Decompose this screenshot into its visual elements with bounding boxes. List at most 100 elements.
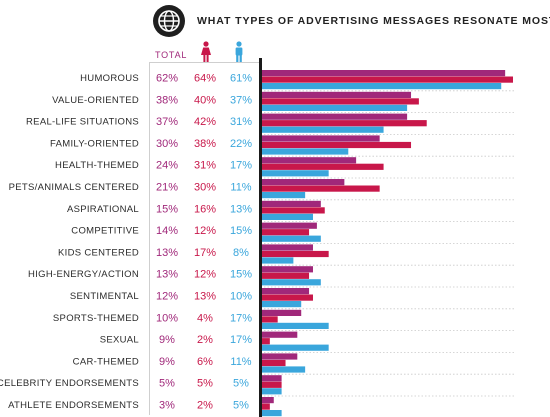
female-bar [262,338,270,345]
female-bar [262,120,427,127]
total-bar [262,353,298,360]
male-value-label: 22% [230,138,252,150]
male-value-label: 5% [233,400,249,412]
female-value-label: 31% [194,160,216,172]
total-value-label: 38% [156,94,178,106]
female-value-label: 2% [197,400,213,412]
female-value-label: 12% [194,269,216,281]
male-bar [262,366,306,373]
category-label: ATHLETE ENDORSEMENTS [8,400,139,411]
category-label: VALUE-ORIENTED [52,95,139,106]
category-label: SEXUAL [100,335,139,346]
male-value-label: 11% [230,356,251,368]
male-value-label: 31% [230,116,252,128]
category-label: SPORTS-THEMED [53,313,139,324]
total-bar [262,288,310,295]
female-value-label: 42% [194,116,216,128]
total-bar [262,179,345,186]
male-value-label: 61% [230,73,252,85]
chart-header: WHAT TYPES OF ADVERTISING MESSAGES RESON… [152,4,550,38]
total-value-label: 13% [156,269,178,281]
male-bar [262,344,329,351]
globe-icon [153,5,185,37]
total-value-label: 24% [156,160,178,172]
male-bar [262,235,321,242]
total-bar [262,113,408,120]
category-label: SENTIMENTAL [70,291,139,302]
female-value-label: 64% [194,73,216,85]
total-value-label: 9% [159,334,175,346]
female-value-label: 4% [197,312,213,324]
total-value-label: 15% [156,203,178,215]
female-bar [262,229,310,236]
male-bar [262,170,329,177]
male-bar [262,148,349,155]
female-bar [262,250,329,258]
male-bar [262,322,329,329]
total-bar [262,397,274,404]
column-header-total: TOTAL [155,50,188,60]
female-value-label: 16% [194,203,216,215]
male-value-label: 5% [233,378,249,390]
male-value-label: 37% [230,94,252,106]
male-bar [262,104,408,111]
total-value-label: 10% [156,312,178,324]
female-value-label: 2% [197,334,213,346]
male-bar [262,257,294,264]
female-bar [262,76,513,83]
category-label: FAMILY-ORIENTED [50,138,139,149]
female-bar [262,141,412,149]
baseline-rule [259,58,262,417]
total-bar [262,157,357,164]
female-bar [262,98,419,105]
male-value-label: 10% [230,291,252,303]
female-icon [201,41,211,62]
male-bar [262,83,502,90]
category-label: PETS/ANIMALS CENTERED [9,182,139,193]
male-value-label: 17% [230,334,252,346]
male-icon [235,41,243,62]
female-bar [262,403,270,410]
male-value-label: 17% [230,312,252,324]
female-bar [262,163,384,170]
total-value-label: 62% [156,73,178,85]
total-bar [262,91,412,98]
total-value-label: 30% [156,138,178,150]
total-value-label: 5% [159,378,175,390]
total-bar [262,266,313,273]
category-label: ASPIRATIONAL [67,204,139,215]
male-bar [262,213,313,220]
chart-title: WHAT TYPES OF ADVERTISING MESSAGES RESON… [197,15,550,27]
male-bar [262,192,306,199]
category-label: COMPETITIVE [71,226,139,237]
female-value-label: 12% [194,225,216,237]
total-bar [262,244,313,251]
total-value-label: 12% [156,291,178,303]
male-bar [262,301,302,308]
male-bar [262,279,321,286]
female-bar [262,272,310,279]
total-bar [262,70,506,77]
percent-table-frame [149,62,260,415]
female-value-label: 6% [197,356,213,368]
category-label: CAR-THEMED [73,356,139,367]
total-bar [262,309,302,316]
total-bar [262,222,317,229]
female-bar [262,359,286,367]
total-value-label: 21% [156,182,178,194]
total-value-label: 13% [156,247,178,259]
total-value-label: 3% [159,400,175,412]
female-bar [262,294,313,301]
female-value-label: 17% [194,247,216,259]
female-bar [262,381,282,388]
category-label: CELEBRITY ENDORSEMENTS [0,378,139,389]
total-value-label: 14% [156,225,178,237]
female-bar [262,207,325,214]
male-bar [262,410,282,417]
female-value-label: 38% [194,138,216,150]
female-bar [262,316,278,323]
female-value-label: 40% [194,94,216,106]
category-label: HIGH-ENERGY/ACTION [28,269,139,280]
male-value-label: 8% [233,247,249,259]
